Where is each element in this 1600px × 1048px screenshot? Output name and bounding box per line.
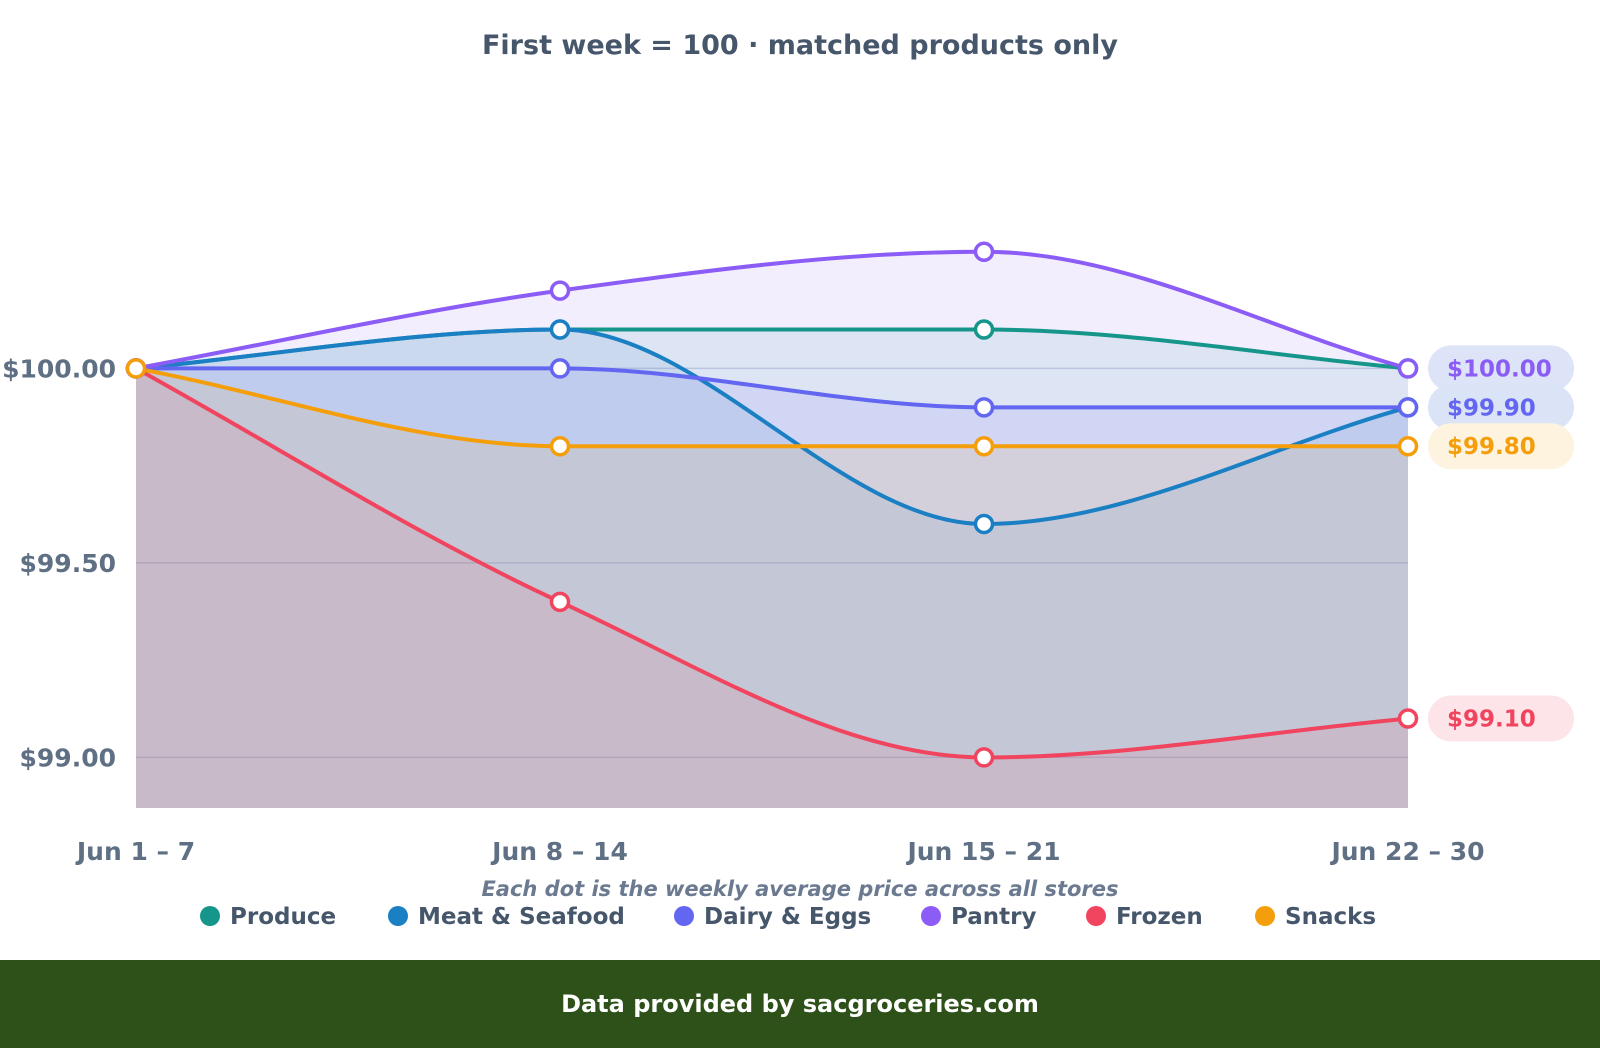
legend-swatch (200, 906, 220, 926)
data-point-produce (973, 319, 995, 340)
area-meat-seafood (136, 329, 1408, 808)
data-point-meat-seafood (549, 319, 571, 340)
legend-swatch (674, 906, 694, 926)
footer-banner: Data provided by sacgroceries.com (0, 960, 1600, 1048)
end-label: $99.90 (1428, 384, 1574, 431)
data-point-pantry (549, 280, 571, 301)
end-label-text: $100.00 (1447, 356, 1552, 382)
chart-caption: Each dot is the weekly average price acr… (481, 877, 1118, 901)
legend-label: Dairy & Eggs (704, 904, 871, 930)
legend-item-produce: Produce (200, 904, 336, 930)
y-tick-label: $99.00 (20, 743, 116, 772)
legend-swatch (921, 906, 941, 926)
data-point-dairy-eggs (549, 358, 571, 379)
series-lines (134, 249, 1410, 760)
series-line-snacks (134, 366, 1410, 449)
end-label-text: $99.10 (1447, 707, 1536, 733)
data-point-frozen (549, 591, 571, 613)
series-line-dairy-eggs (134, 366, 1410, 410)
series-line-pantry (134, 249, 1410, 371)
legend-swatch (1255, 906, 1275, 926)
end-label: $99.10 (1428, 695, 1574, 742)
x-tick-label: Jun 15 – 21 (905, 837, 1060, 866)
data-point-frozen (973, 747, 995, 768)
x-tick-label: Jun 22 – 30 (1329, 837, 1484, 866)
y-axis: $100.00 $99.50 $99.00 (2, 354, 116, 772)
data-point-snacks (549, 435, 571, 457)
y-tick-label: $99.50 (20, 549, 116, 578)
legend-swatch (1086, 906, 1106, 926)
series-line-meat-seafood (134, 327, 1410, 527)
legend: Produce Meat & Seafood Dairy & Eggs Pantry F… (200, 904, 1376, 930)
end-label-pill (1428, 345, 1574, 392)
legend-swatch (388, 906, 408, 926)
x-tick-label: Jun 1 – 7 (75, 837, 195, 866)
line-chart: First week = 100 · matched products only… (2, 30, 1574, 930)
area-produce (136, 329, 1408, 808)
legend-item-pantry: Pantry (921, 904, 1036, 930)
chart-title: First week = 100 · matched products only (482, 30, 1118, 61)
end-label-text: $99.80 (1447, 434, 1536, 460)
legend-item-frozen: Frozen (1086, 904, 1203, 930)
data-point-snacks (973, 435, 995, 457)
legend-item-snacks: Snacks (1255, 904, 1376, 930)
area-dairy-eggs (136, 368, 1408, 808)
data-point-frozen (1397, 708, 1419, 729)
legend-label: Frozen (1116, 904, 1203, 930)
end-label-pill (1428, 423, 1574, 470)
data-point-pantry (1397, 358, 1419, 379)
area-pantry (136, 251, 1408, 808)
legend-label: Pantry (951, 904, 1036, 930)
area-snacks (136, 368, 1408, 808)
legend-label: Produce (230, 904, 336, 930)
end-label: $99.80 (1428, 423, 1574, 470)
end-label-text: $99.90 (1447, 395, 1536, 421)
data-point-meat-seafood (973, 513, 995, 535)
end-labels: $100.00 $99.90 $99.80 $99.10 (1428, 345, 1574, 742)
data-points (125, 241, 1419, 768)
legend-label: Snacks (1285, 904, 1376, 930)
data-point-snacks (1397, 435, 1419, 457)
end-label-pill (1428, 695, 1574, 742)
end-label: $100.00 (1428, 345, 1574, 392)
area-frozen (136, 368, 1408, 808)
footer-credit: Data provided by sacgroceries.com (561, 990, 1039, 1018)
x-axis: Jun 1 – 7 Jun 8 – 14 Jun 15 – 21 Jun 22 – 3… (75, 837, 1485, 866)
data-point-dairy-eggs (1397, 397, 1419, 418)
y-tick-label: $100.00 (2, 354, 116, 383)
legend-label: Meat & Seafood (418, 904, 625, 930)
x-tick-label: Jun 8 – 14 (490, 837, 628, 866)
data-point-snacks (125, 358, 147, 379)
series-line-frozen (134, 366, 1410, 760)
data-point-dairy-eggs (973, 397, 995, 418)
area-fills (136, 251, 1408, 808)
end-label-pill (1428, 384, 1574, 431)
legend-item-meat-seafood: Meat & Seafood (388, 904, 625, 930)
legend-item-dairy-eggs: Dairy & Eggs (674, 904, 871, 930)
data-point-pantry (973, 241, 995, 262)
